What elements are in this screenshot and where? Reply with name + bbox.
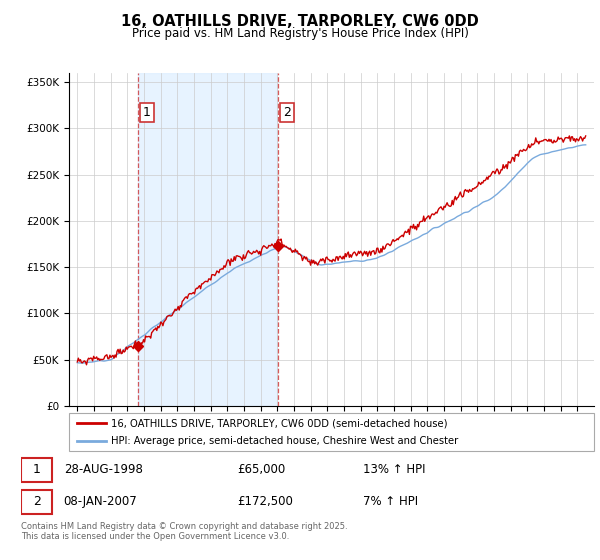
Text: 2: 2	[33, 496, 41, 508]
FancyBboxPatch shape	[69, 413, 594, 451]
Text: Price paid vs. HM Land Registry's House Price Index (HPI): Price paid vs. HM Land Registry's House …	[131, 27, 469, 40]
Text: Contains HM Land Registry data © Crown copyright and database right 2025.
This d: Contains HM Land Registry data © Crown c…	[21, 522, 347, 542]
Text: 28-AUG-1998: 28-AUG-1998	[64, 463, 143, 476]
Text: 1: 1	[33, 463, 41, 476]
Text: HPI: Average price, semi-detached house, Cheshire West and Chester: HPI: Average price, semi-detached house,…	[111, 436, 458, 446]
Text: 08-JAN-2007: 08-JAN-2007	[64, 496, 137, 508]
Text: £172,500: £172,500	[238, 496, 293, 508]
Text: 2: 2	[283, 106, 290, 119]
Text: 16, OATHILLS DRIVE, TARPORLEY, CW6 0DD: 16, OATHILLS DRIVE, TARPORLEY, CW6 0DD	[121, 14, 479, 29]
Text: 7% ↑ HPI: 7% ↑ HPI	[363, 496, 418, 508]
FancyBboxPatch shape	[21, 490, 52, 514]
Text: 16, OATHILLS DRIVE, TARPORLEY, CW6 0DD (semi-detached house): 16, OATHILLS DRIVE, TARPORLEY, CW6 0DD (…	[111, 418, 448, 428]
FancyBboxPatch shape	[21, 458, 52, 482]
Text: £65,000: £65,000	[238, 463, 286, 476]
Text: 1: 1	[143, 106, 151, 119]
Text: 13% ↑ HPI: 13% ↑ HPI	[363, 463, 425, 476]
